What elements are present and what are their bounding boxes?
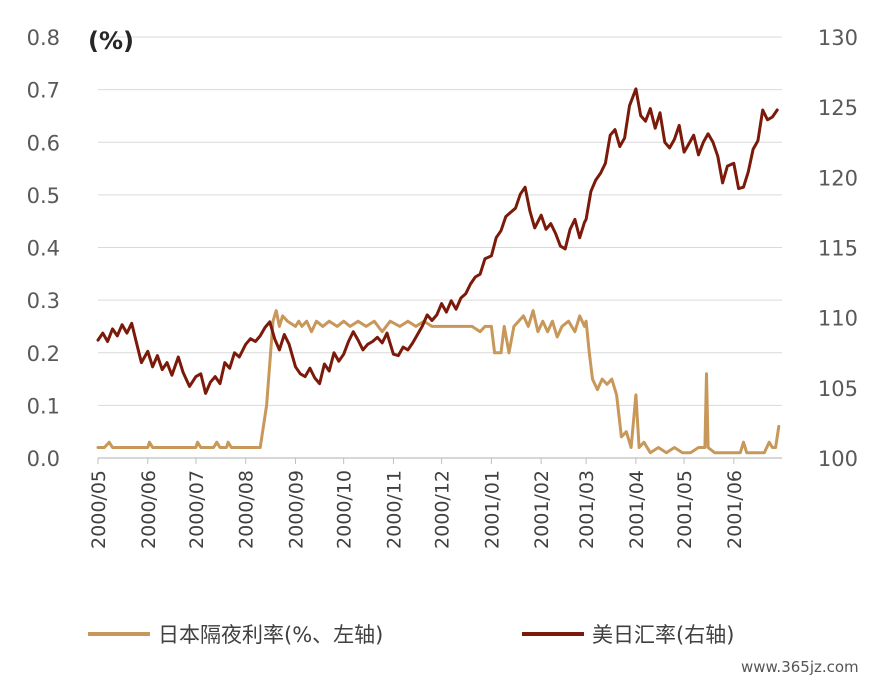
legend: 日本隔夜利率(%、左轴) 美日汇率(右轴) — [88, 623, 734, 647]
legend-label-1: 日本隔夜利率(%、左轴) — [158, 623, 383, 647]
x-tick-label: 2000/06 — [138, 470, 160, 549]
y-left-tick-label: 0.5 — [27, 184, 60, 208]
watermark: www.365jz.com — [741, 658, 859, 676]
y-left-tick-label: 0.3 — [27, 289, 60, 313]
y-right-tick-label: 120 — [818, 166, 858, 190]
grid-lines — [98, 36, 782, 406]
x-tick-label: 2000/12 — [432, 470, 454, 549]
y-right-tick-label: 130 — [818, 26, 858, 50]
x-tick-label: 2000/08 — [236, 470, 258, 549]
series-layer — [96, 87, 781, 455]
x-tick-label: 2001/01 — [481, 470, 503, 549]
y-left-tick-label: 0.8 — [27, 26, 60, 50]
y-right-tick-label: 115 — [818, 237, 858, 261]
x-tick-label: 2000/07 — [186, 470, 208, 549]
y-left-tick-label: 0.1 — [27, 394, 60, 418]
x-tick-label: 2001/02 — [531, 470, 553, 549]
y-left-tick-label: 0.4 — [27, 237, 60, 261]
x-tick-label: 2000/11 — [383, 470, 405, 549]
x-tick-label: 2001/06 — [724, 470, 746, 549]
y-right-tick-label: 100 — [818, 447, 858, 471]
y-left-tick-label: 0.0 — [27, 447, 60, 471]
x-tick-label: 2000/05 — [88, 470, 110, 549]
right-y-axis: 100 105 110 115 120 125 130 — [818, 26, 858, 471]
y-right-tick-label: 105 — [818, 377, 858, 401]
series-line-2 — [96, 87, 779, 395]
left-y-axis: 0.0 0.1 0.2 0.3 0.4 0.5 0.6 0.7 0.8 — [27, 26, 60, 471]
x-tick-label: 2000/09 — [285, 470, 307, 549]
y-right-tick-label: 125 — [818, 96, 858, 120]
y-left-tick-label: 0.2 — [27, 342, 60, 366]
y-left-tick-label: 0.6 — [27, 131, 60, 155]
y-right-tick-label: 110 — [818, 307, 858, 331]
x-tick-label: 2000/10 — [334, 470, 356, 549]
unit-label: (%) — [88, 27, 134, 55]
legend-label-2: 美日汇率(右轴) — [592, 623, 734, 647]
x-tick-label: 2001/03 — [576, 470, 598, 549]
x-tick-label: 2001/04 — [626, 470, 648, 549]
x-axis: 2000/05 2000/06 2000/07 2000/08 2000/09 2000/… — [88, 457, 782, 549]
series-line-1 — [96, 309, 781, 455]
y-left-tick-label: 0.7 — [27, 79, 60, 103]
x-tick-label: 2001/05 — [674, 470, 696, 549]
